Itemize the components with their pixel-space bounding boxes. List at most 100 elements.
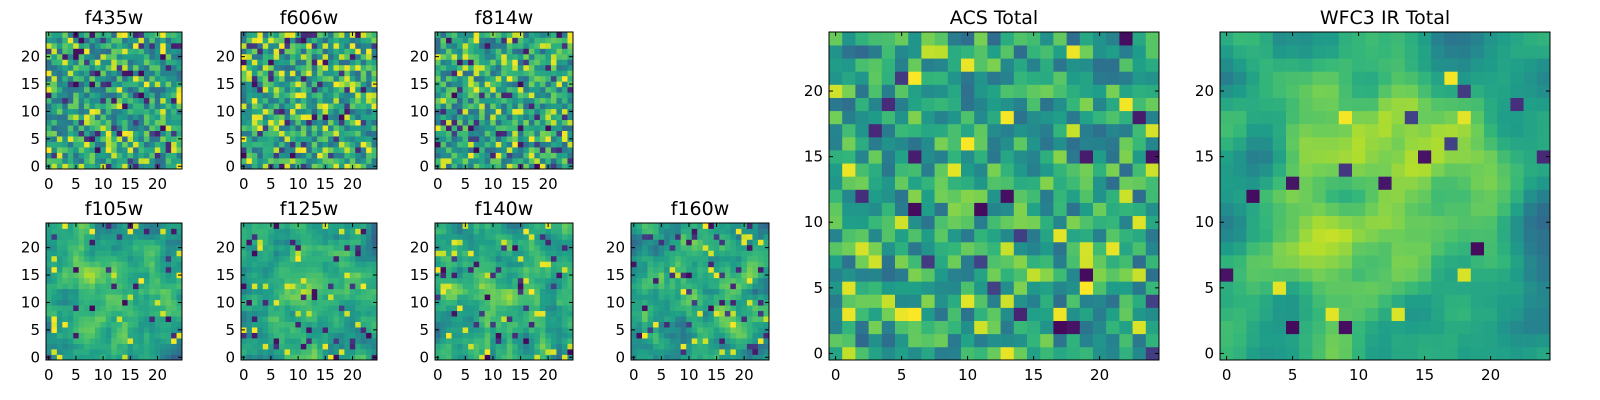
heatmap-cell — [62, 70, 69, 77]
heatmap-cell — [631, 343, 637, 350]
heatmap-cell — [154, 233, 161, 240]
heatmap-cell — [328, 103, 334, 110]
panel-title: f140w — [475, 198, 534, 220]
heatmap-cell — [468, 294, 474, 301]
heatmap-cell — [446, 32, 452, 38]
heatmap-cell — [176, 152, 183, 159]
heatmap-cell — [273, 70, 280, 77]
heatmap-cell — [176, 75, 183, 82]
heatmap-cell — [842, 294, 856, 308]
heatmap-cell — [479, 239, 486, 246]
heatmap-cell — [545, 108, 552, 115]
heatmap-cell — [284, 103, 291, 110]
heatmap-cell — [539, 310, 546, 317]
heatmap-cell — [262, 152, 269, 159]
heatmap-cell — [556, 108, 563, 115]
heatmap-cell — [251, 141, 258, 148]
heatmap-cell — [251, 277, 258, 284]
heatmap-cell — [506, 239, 513, 246]
heatmap-cell — [631, 338, 637, 344]
heatmap-cell — [300, 288, 307, 295]
heatmap-cell — [752, 327, 759, 333]
heatmap-cell — [111, 64, 118, 71]
heatmap-cell — [111, 223, 118, 229]
heatmap-cell — [730, 299, 737, 306]
heatmap-cell — [512, 255, 519, 262]
heatmap-cell — [539, 48, 546, 55]
heatmap-cell — [446, 310, 452, 317]
heatmap-cell — [333, 310, 340, 317]
heatmap-cell — [46, 114, 52, 121]
heatmap-cell — [295, 42, 302, 49]
heatmap-cell — [133, 70, 139, 77]
heatmap-cell — [176, 32, 183, 38]
heatmap-cell — [506, 158, 513, 164]
heatmap-cell — [89, 136, 96, 142]
heatmap-cell — [561, 158, 568, 164]
heatmap-cell — [457, 327, 463, 333]
heatmap-cell — [300, 141, 307, 148]
heatmap-cell — [479, 288, 486, 295]
heatmap-cell — [78, 103, 85, 110]
heatmap-cell — [171, 310, 177, 317]
heatmap-cell — [1066, 189, 1081, 203]
heatmap-cell — [284, 294, 291, 301]
heatmap-cell — [67, 261, 74, 268]
heatmap-cell — [528, 48, 535, 55]
heatmap-cell — [67, 59, 74, 66]
heatmap-cell — [257, 354, 264, 361]
heatmap-cell — [512, 223, 519, 229]
heatmap-cell — [512, 152, 519, 159]
heatmap-cell — [138, 223, 145, 229]
heatmap-cell — [171, 332, 177, 339]
heatmap-cell — [697, 321, 704, 328]
heatmap-cell — [366, 97, 372, 104]
heatmap-cell — [446, 272, 452, 279]
heatmap-cell — [62, 327, 69, 333]
heatmap-cell — [528, 163, 535, 170]
heatmap-cell — [154, 266, 161, 273]
heatmap-cell — [322, 53, 329, 60]
heatmap-cell — [523, 92, 530, 99]
heatmap-cell — [881, 268, 896, 282]
heatmap-cell — [273, 288, 280, 295]
heatmap-cell — [550, 75, 557, 82]
heatmap-cell — [691, 239, 698, 246]
heatmap-cell — [171, 108, 177, 115]
heatmap-cell — [457, 141, 463, 148]
heatmap-cell — [122, 343, 128, 350]
heatmap-cell — [462, 266, 469, 273]
heatmap-cell — [669, 244, 676, 251]
heatmap-cell — [149, 59, 156, 66]
heatmap-cell — [868, 320, 883, 335]
heatmap-cell — [100, 228, 107, 235]
heatmap-cell — [1093, 176, 1107, 190]
heatmap-cell — [735, 244, 742, 251]
heatmap-cell — [468, 316, 474, 322]
heatmap-cell — [268, 119, 274, 126]
heatmap-cell — [171, 250, 177, 257]
heatmap-cell — [675, 349, 682, 355]
heatmap-cell — [355, 70, 362, 77]
heatmap-cell — [338, 152, 345, 159]
heatmap-cell — [1132, 307, 1147, 321]
heatmap-cell — [349, 343, 356, 350]
heatmap-cell — [111, 288, 118, 295]
heatmap-cell — [100, 250, 107, 257]
heatmap-cell — [328, 48, 334, 55]
heatmap-cell — [360, 305, 367, 312]
heatmap-cell — [176, 223, 183, 229]
heatmap-cell — [171, 125, 177, 131]
heatmap-cell — [344, 349, 351, 355]
heatmap-cell — [246, 294, 253, 301]
heatmap-cell — [457, 338, 463, 344]
heatmap-cell — [84, 327, 90, 333]
heatmap-cell — [149, 158, 156, 164]
heatmap-cell — [295, 266, 302, 273]
heatmap-cell — [435, 321, 441, 328]
heatmap-cell — [664, 294, 670, 301]
heatmap-cell — [468, 152, 474, 159]
heatmap-cell — [149, 299, 156, 306]
heatmap-cell — [100, 37, 107, 44]
heatmap-cell — [479, 158, 486, 164]
